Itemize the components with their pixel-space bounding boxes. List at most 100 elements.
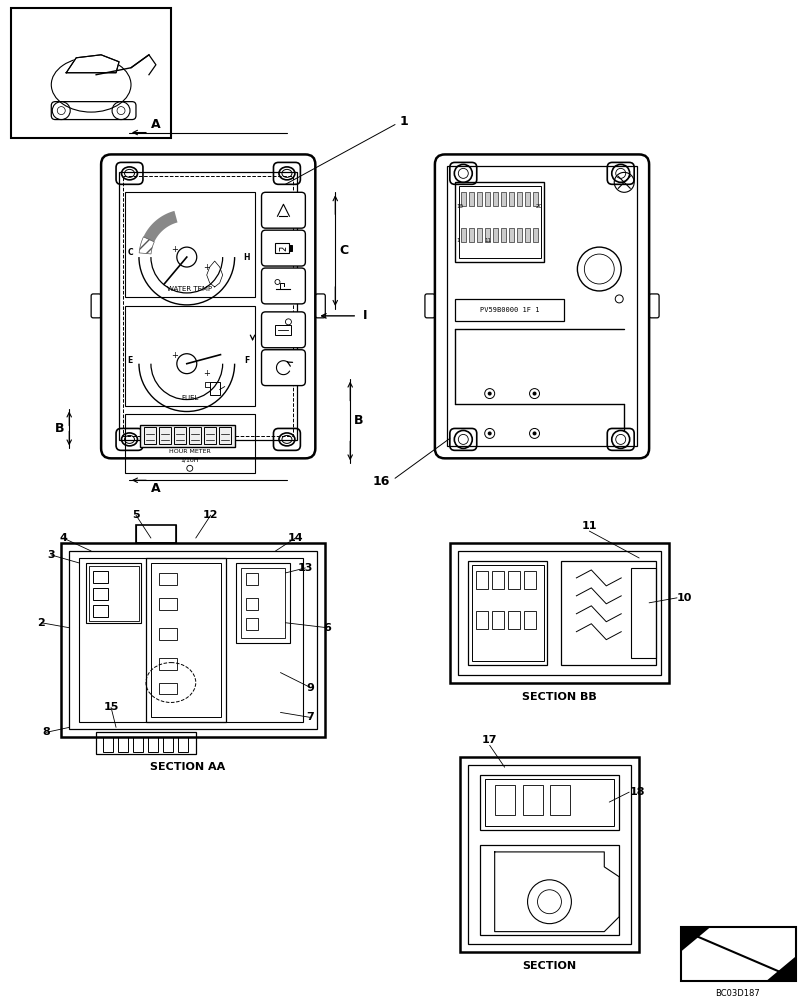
Bar	[125, 414, 254, 473]
Bar	[204, 427, 216, 444]
Bar	[460, 192, 466, 206]
Bar	[159, 628, 177, 640]
Bar	[123, 176, 293, 436]
Bar	[522, 785, 542, 815]
Bar	[69, 551, 317, 729]
Bar	[93, 588, 108, 600]
Text: 1: 1	[400, 115, 408, 128]
Bar	[491, 611, 503, 629]
Bar	[240, 568, 285, 638]
Text: E: E	[127, 356, 132, 365]
Bar	[103, 737, 113, 752]
Bar	[491, 571, 503, 589]
Bar	[532, 228, 537, 242]
Text: 9: 9	[306, 683, 314, 693]
Text: 5: 5	[132, 510, 139, 520]
Bar	[500, 192, 505, 206]
Circle shape	[487, 431, 491, 435]
Bar	[532, 192, 537, 206]
Text: 14: 14	[287, 533, 303, 543]
Text: 7: 7	[306, 712, 314, 722]
Bar	[468, 192, 473, 206]
Polygon shape	[680, 927, 710, 952]
Text: 16: 16	[372, 475, 389, 488]
Bar	[209, 382, 220, 395]
Bar	[61, 543, 325, 737]
Text: 1: 1	[457, 238, 460, 243]
Bar	[235, 563, 290, 643]
Bar	[96, 732, 195, 754]
Bar	[159, 683, 177, 694]
Bar	[524, 228, 529, 242]
Bar	[454, 299, 564, 321]
Bar	[460, 228, 466, 242]
Circle shape	[177, 247, 196, 267]
Text: 6: 6	[323, 623, 331, 633]
Bar	[125, 306, 254, 406]
Bar	[475, 571, 487, 589]
Bar	[500, 228, 505, 242]
Bar	[550, 785, 569, 815]
Text: H: H	[243, 253, 250, 262]
Text: 20: 20	[534, 204, 542, 209]
Bar	[523, 611, 535, 629]
FancyBboxPatch shape	[261, 350, 305, 386]
Bar	[245, 573, 257, 585]
Bar	[93, 605, 108, 617]
Text: +: +	[171, 245, 178, 254]
Circle shape	[532, 431, 536, 435]
Bar	[516, 228, 521, 242]
Text: 11: 11	[581, 521, 596, 531]
Bar	[289, 245, 292, 251]
Bar	[119, 172, 297, 440]
Bar	[86, 563, 141, 623]
Bar	[508, 228, 513, 242]
Text: 12: 12	[203, 510, 218, 520]
Text: 2: 2	[37, 618, 45, 628]
Bar	[151, 563, 221, 717]
Bar	[446, 166, 637, 446]
FancyBboxPatch shape	[261, 312, 305, 348]
Bar	[471, 565, 543, 661]
Text: +: +	[203, 369, 210, 378]
Bar	[459, 757, 638, 952]
Bar	[680, 927, 795, 981]
Text: A: A	[151, 482, 161, 495]
FancyBboxPatch shape	[261, 230, 305, 266]
Bar	[449, 543, 668, 683]
FancyBboxPatch shape	[261, 192, 305, 228]
Text: 1/10H: 1/10H	[180, 458, 199, 463]
Bar	[523, 571, 535, 589]
Text: 11: 11	[484, 238, 491, 243]
Text: PV59B0000 1F 1: PV59B0000 1F 1	[479, 307, 539, 313]
Bar	[467, 561, 547, 665]
Text: I: I	[363, 309, 367, 322]
Text: SECTION BB: SECTION BB	[521, 692, 596, 702]
Bar	[467, 765, 630, 944]
Bar	[245, 598, 257, 610]
Bar	[11, 8, 170, 138]
Polygon shape	[144, 211, 178, 242]
Bar	[475, 611, 487, 629]
Polygon shape	[67, 55, 119, 73]
Bar	[163, 737, 173, 752]
Bar	[125, 192, 254, 297]
Bar	[148, 737, 157, 752]
Bar	[630, 568, 655, 658]
Text: 18: 18	[629, 787, 644, 797]
Bar	[479, 775, 619, 830]
Bar	[159, 598, 177, 610]
Bar	[454, 182, 544, 262]
Text: 3: 3	[47, 550, 55, 560]
Bar	[458, 186, 540, 258]
Bar	[492, 192, 497, 206]
Bar	[174, 427, 186, 444]
Bar	[507, 571, 519, 589]
Text: B: B	[54, 422, 64, 435]
Bar	[492, 228, 497, 242]
Text: HOUR METER: HOUR METER	[169, 449, 210, 454]
Bar	[476, 228, 481, 242]
Bar	[159, 427, 170, 444]
Bar	[178, 737, 187, 752]
Bar	[560, 561, 655, 665]
